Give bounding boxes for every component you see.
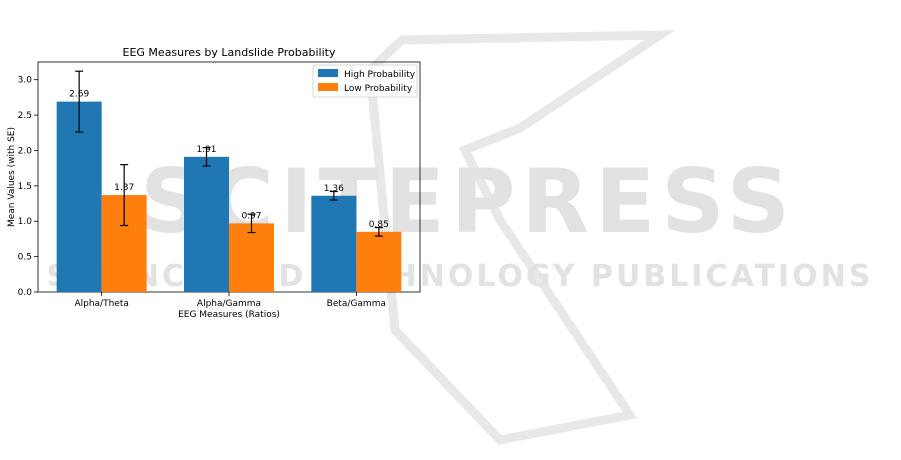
chart-title: EEG Measures by Landslide Probability [123,46,336,59]
bar-value-label: 1.37 [114,183,134,193]
y-axis: 0.0 0.5 1.0 1.5 2.0 2.5 3.0 [18,76,38,298]
x-axis-label: EEG Measures (Ratios) [178,310,280,320]
bar-high [184,156,229,292]
watermark-shape [365,30,676,445]
x-axis: Alpha/Theta Alpha/Gamma Beta/Gamma [74,292,386,309]
watermark: SCITEPRESS SCIENCE AND TECHNOLOGY PUBLIC… [47,30,874,445]
data-labels: 2.69 1.37 1.91 0.97 1.36 0.85 [69,90,389,230]
y-tick-label: 0.5 [18,253,32,263]
y-tick-label: 3.0 [18,76,33,86]
y-tick-label: 1.5 [18,182,32,192]
bars [56,70,402,292]
x-tick-label: Alpha/Gamma [197,299,261,309]
y-axis-label: Mean Values (with SE) [7,127,17,227]
legend-swatch-high [318,69,338,77]
y-tick-label: 1.0 [18,217,33,227]
bar-low [229,223,274,292]
bar-value-label: 0.85 [369,220,389,230]
y-tick-label: 2.5 [18,111,32,121]
bar-value-label: 1.91 [196,145,216,155]
x-tick-label: Beta/Gamma [327,299,386,309]
legend-label-low: Low Probability [344,84,413,94]
legend-swatch-low [318,83,338,91]
bar-value-label: 1.36 [324,184,344,194]
x-tick-label: Alpha/Theta [74,299,128,309]
bar-value-label: 2.69 [69,90,89,100]
bar-low [356,231,402,292]
y-tick-label: 2.0 [18,146,33,156]
legend-label-high: High Probability [344,70,416,80]
legend-box [312,64,418,98]
legend: High Probability Low Probability [312,64,418,98]
bar-high [56,101,102,292]
bar-high [311,195,357,292]
watermark-subtitle: SCIENCE AND TECHNOLOGY PUBLICATIONS [47,259,874,294]
bar-value-label: 0.97 [241,211,261,221]
y-tick-label: 0.0 [18,288,33,298]
